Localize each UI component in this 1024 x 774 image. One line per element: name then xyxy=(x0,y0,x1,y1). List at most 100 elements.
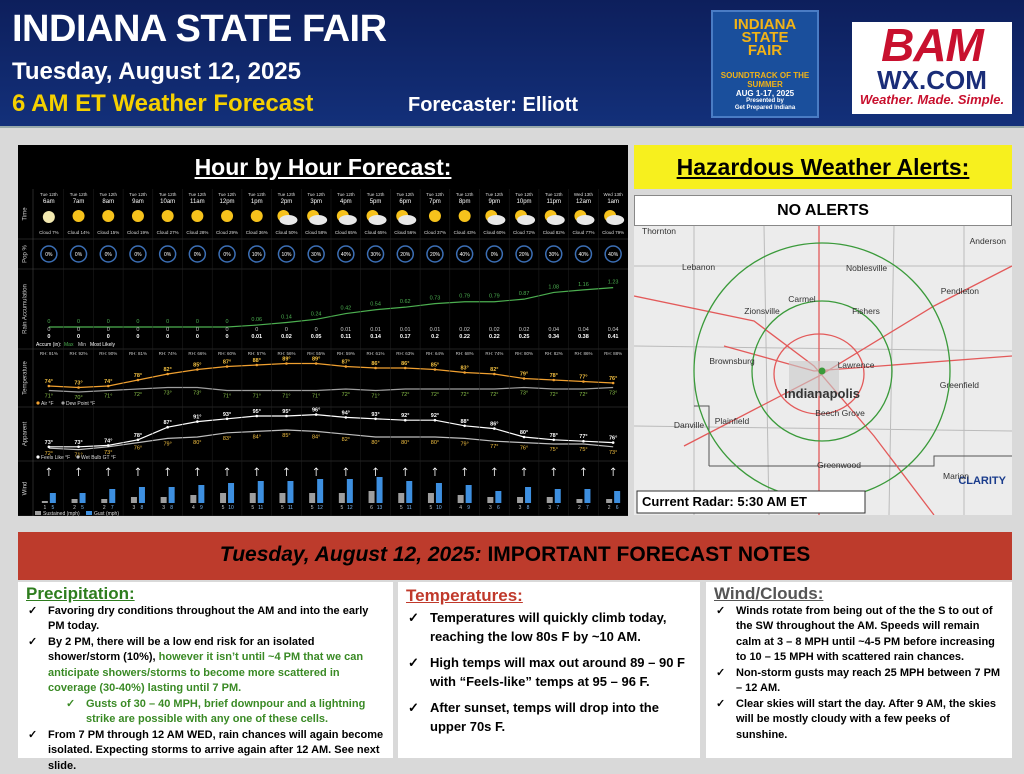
rh: RH: 81% xyxy=(129,351,147,356)
city-label: Pendleton xyxy=(941,286,980,296)
wind-sustained-bar xyxy=(309,493,315,503)
day: Tue 12th xyxy=(248,192,266,197)
pop: 10% xyxy=(252,252,263,258)
feels-point xyxy=(137,439,140,442)
temp-point xyxy=(374,367,377,370)
wind-gust-bar xyxy=(406,481,412,503)
wind-gust-bar xyxy=(377,477,383,503)
feels-label: 80° xyxy=(520,430,528,436)
day: Tue 12th xyxy=(426,192,444,197)
rain-likely: 0.25 xyxy=(519,334,530,340)
rain-min: 0 xyxy=(107,327,110,333)
rain-likely: 0.22 xyxy=(489,334,500,340)
rh: RH: 80% xyxy=(515,351,533,356)
hour: 11am xyxy=(190,199,205,205)
legend-text: Max xyxy=(64,342,74,348)
wind-sustained: 5 xyxy=(340,505,343,511)
wetbulb-label: 76° xyxy=(134,446,142,452)
rh: RH: 86% xyxy=(574,351,592,356)
legend-text: Most Likely xyxy=(90,342,116,348)
wind-sustained: 4 xyxy=(192,505,195,511)
item: Winds rotate from being out of the the S… xyxy=(714,604,1004,666)
feels-point xyxy=(345,416,348,419)
wind-sustained: 4 xyxy=(459,505,462,511)
feels-point xyxy=(463,425,466,428)
temp-label: 79° xyxy=(520,372,528,378)
temp-label: 76° xyxy=(609,376,617,382)
feels-label: 76° xyxy=(609,436,617,442)
wind-sustained: 5 xyxy=(251,505,254,511)
logo-text: BAM xyxy=(852,22,1012,68)
rain-likely: 0 xyxy=(196,334,199,340)
list: Winds rotate from being out of the the S… xyxy=(714,604,1004,744)
city-label: Indianapolis xyxy=(784,386,860,401)
cloud-icon xyxy=(309,215,327,225)
hour: 6am xyxy=(43,199,55,205)
pop: 30% xyxy=(311,252,322,258)
wind-gust-bar xyxy=(317,479,323,503)
pop: 30% xyxy=(549,252,560,258)
rh: RH: 82% xyxy=(545,351,563,356)
rain-likely: 0.14 xyxy=(370,334,382,340)
rain-likely: 0.41 xyxy=(608,334,619,340)
wind-gust-bar xyxy=(347,479,353,503)
header: INDIANA STATE FAIR Tuesday, August 12, 2… xyxy=(0,0,1024,128)
alerts-status: NO ALERTS xyxy=(634,195,1012,226)
wind-sustained-bar xyxy=(576,499,582,503)
feels-label: 87° xyxy=(163,420,171,426)
cloud-cover: Cloud 37% xyxy=(424,230,446,235)
rain-likely: 0.05 xyxy=(311,334,322,340)
rain-max: 0.79 xyxy=(489,294,500,300)
wind-sustained-bar xyxy=(547,497,553,503)
wind-sustained: 3 xyxy=(133,505,136,511)
legend-text: Sustained (mph) xyxy=(43,511,80,516)
rh: RH: 63% xyxy=(396,351,414,356)
wetbulb-label: 80° xyxy=(371,440,379,446)
wind-sustained: 2 xyxy=(578,505,581,511)
wind-gust: 11 xyxy=(258,505,263,511)
rain-min: 0.04 xyxy=(548,327,559,333)
fair-logo: INDIANA STATE FAIR SOUNDTRACK OF THE SUM… xyxy=(711,10,819,118)
feels-label: 73° xyxy=(74,440,82,446)
rain-max: 0.73 xyxy=(430,296,441,302)
wind-sustained: 5 xyxy=(281,505,284,511)
temp-label: 78° xyxy=(550,373,558,379)
hour: 1pm xyxy=(251,199,263,205)
hour: 7pm xyxy=(429,199,441,205)
cloud-cover: Cloud 29% xyxy=(216,230,238,235)
day: Tue 12th xyxy=(307,192,325,197)
day: Tue 12th xyxy=(515,192,533,197)
radar-site xyxy=(819,368,826,375)
feels-point xyxy=(404,419,407,422)
legend-text: Gust (mph) xyxy=(94,511,119,516)
rain-likely: 0 xyxy=(77,334,80,340)
feels-point xyxy=(315,413,318,416)
rain-max: 0 xyxy=(166,319,169,325)
city-label: Thornton xyxy=(642,226,676,236)
row-label: Wind xyxy=(23,482,29,496)
day: Tue 12th xyxy=(70,192,88,197)
wetbulb-label: 79° xyxy=(163,441,171,447)
wind-sustained: 3 xyxy=(162,505,165,511)
date: Tuesday, August 12, 2025 xyxy=(12,58,301,86)
wind-gust: 10 xyxy=(436,505,442,511)
day: Tue 12th xyxy=(396,192,414,197)
temp-point xyxy=(463,371,466,374)
wetbulb-label: 80° xyxy=(431,440,439,446)
wind-sustained-bar xyxy=(428,493,434,503)
city-label: Danville xyxy=(674,420,705,430)
wind-gust: 9 xyxy=(200,505,203,511)
rain-max: 0 xyxy=(47,319,50,325)
cloud-icon xyxy=(517,215,535,225)
rain-max: 0.62 xyxy=(400,299,411,305)
wind-sustained: 2 xyxy=(608,505,611,511)
cloud-icon xyxy=(369,215,387,225)
temp-point xyxy=(612,382,615,385)
dew-label: 71° xyxy=(282,394,290,400)
title: INDIANA STATE FAIR xyxy=(12,8,387,51)
wind-gust: 13 xyxy=(377,505,383,511)
day: Tue 12th xyxy=(159,192,177,197)
feels-point xyxy=(552,439,555,442)
rh: RH: 74% xyxy=(485,351,503,356)
cloud-cover: Cloud 65% xyxy=(365,230,387,235)
